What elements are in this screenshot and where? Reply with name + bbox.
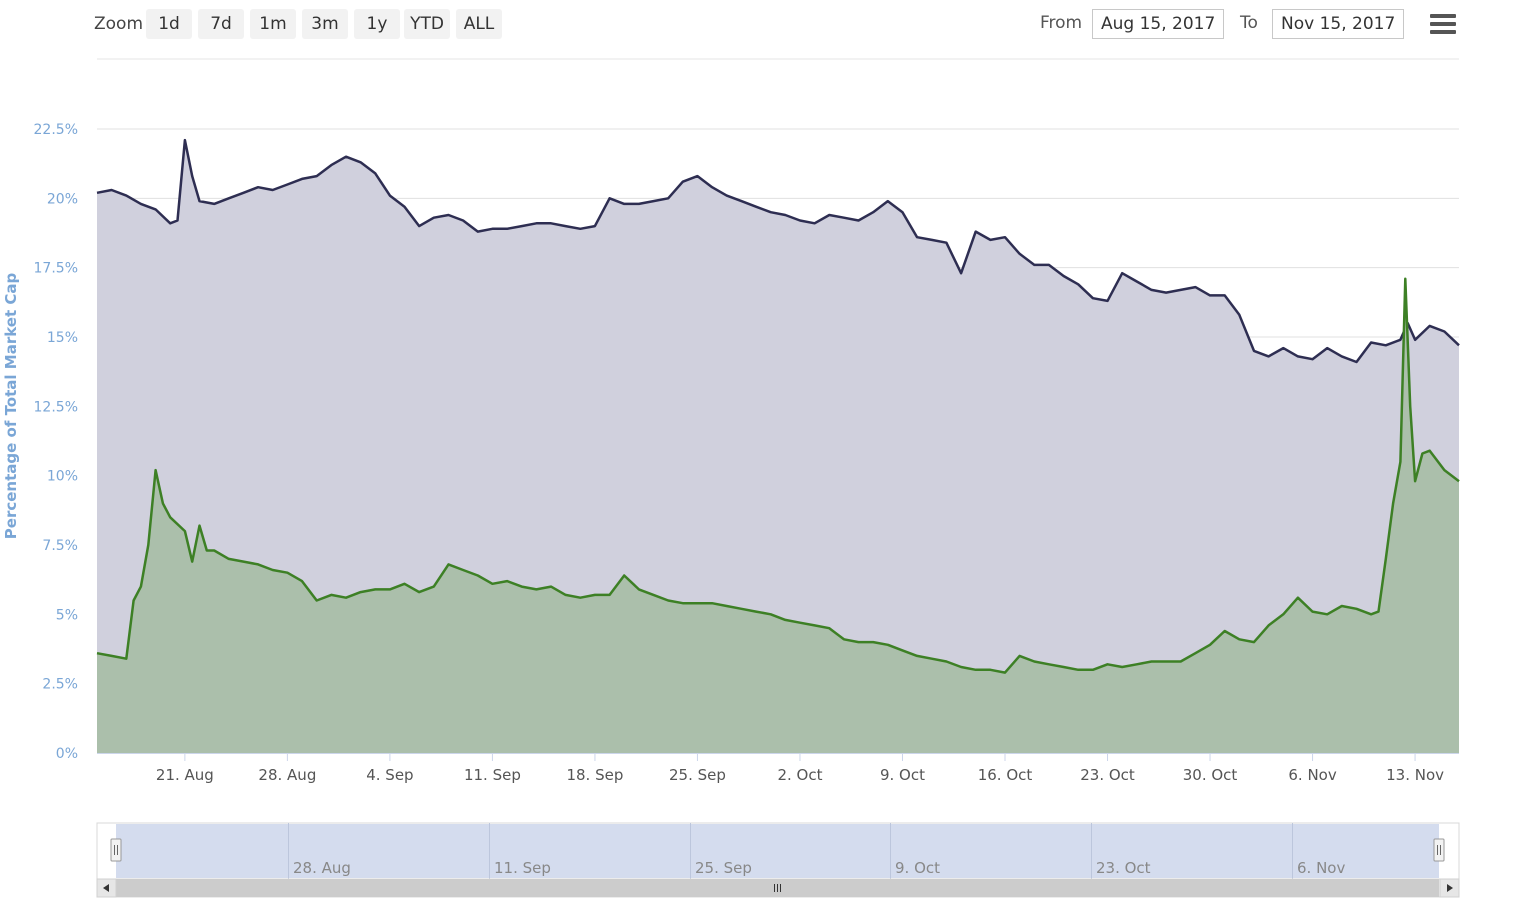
x-tick-label: 16. Oct xyxy=(978,766,1033,784)
navigator-left-handle[interactable] xyxy=(110,838,122,862)
y-axis-title: Percentage of Total Market Cap xyxy=(2,273,20,540)
menu-bar xyxy=(1430,22,1456,26)
y-tick-label: 22.5% xyxy=(34,122,78,138)
navigator-labels: 28. Aug 11. Sep 25. Sep 9. Oct 23. Oct 6. Nov xyxy=(288,823,1345,879)
x-tick-label: 21. Aug xyxy=(156,766,214,784)
y-axis-labels: 0% 2.5% 5% 7.5% 10% 12.5% 15% 17.5% 20% 22.5% xyxy=(34,122,78,762)
x-tick-label: 6. Nov xyxy=(1288,766,1336,784)
x-tick-label: 30. Oct xyxy=(1183,766,1238,784)
range-selector-toolbar: Zoom 1d 7d 1m 3m 1y YTD ALL From To xyxy=(0,0,1536,50)
zoom-1d-button[interactable]: 1d xyxy=(146,9,192,39)
y-tick-label: 0% xyxy=(56,746,78,762)
navigator-label: 28. Aug xyxy=(293,859,351,877)
y-tick-label: 5% xyxy=(56,607,78,623)
navigator-label: 11. Sep xyxy=(494,859,551,877)
grip-icon[interactable] xyxy=(774,884,781,892)
x-tick-label: 25. Sep xyxy=(669,766,726,784)
y-tick-label: 7.5% xyxy=(42,538,78,554)
x-tick-label: 18. Sep xyxy=(566,766,623,784)
grip-handle-icon[interactable] xyxy=(110,838,122,862)
navigator-right-handle[interactable] xyxy=(1433,838,1445,862)
to-date-input[interactable] xyxy=(1272,9,1404,39)
zoom-1y-button[interactable]: 1y xyxy=(354,9,400,39)
zoom-1m-button[interactable]: 1m xyxy=(250,9,296,39)
series-areas xyxy=(96,138,1460,754)
y-tick-label: 20% xyxy=(47,191,78,207)
navigator-selected-range[interactable] xyxy=(116,824,1439,878)
hamburger-menu-icon[interactable] xyxy=(1430,14,1456,36)
y-tick-label: 15% xyxy=(47,330,78,346)
arrow-left-icon[interactable] xyxy=(103,884,109,892)
x-tick-label: 9. Oct xyxy=(880,766,925,784)
x-tick-label: 4. Sep xyxy=(366,766,413,784)
zoom-3m-button[interactable]: 3m xyxy=(302,9,348,39)
menu-bar xyxy=(1430,14,1456,18)
zoom-label: Zoom xyxy=(94,14,144,34)
menu-bar xyxy=(1430,30,1456,34)
zoom-7d-button[interactable]: 7d xyxy=(198,9,244,39)
from-label: From xyxy=(1040,13,1083,33)
y-tick-label: 17.5% xyxy=(34,261,78,277)
y-tick-label: 12.5% xyxy=(34,399,78,415)
x-tick-label: 28. Aug xyxy=(258,766,316,784)
x-tick-label: 2. Oct xyxy=(777,766,822,784)
navigator-label: 9. Oct xyxy=(895,859,940,877)
scrollbar[interactable] xyxy=(96,878,1460,898)
navigator[interactable]: 28. Aug 11. Sep 25. Sep 9. Oct 23. Oct 6. Nov xyxy=(96,822,1460,880)
x-axis: 21. Aug 28. Aug 4. Sep 11. Sep 18. Sep 25. Se… xyxy=(97,753,1459,784)
navigator-label: 25. Sep xyxy=(695,859,752,877)
series-line xyxy=(96,277,1460,674)
x-tick-label: 11. Sep xyxy=(464,766,521,784)
series-line xyxy=(96,138,1460,364)
x-tick-label: 13. Nov xyxy=(1386,766,1444,784)
zoom-ytd-button[interactable]: YTD xyxy=(404,9,450,39)
from-date-input[interactable] xyxy=(1092,9,1224,39)
series-area xyxy=(97,278,1459,753)
navigator-label: 23. Oct xyxy=(1096,859,1151,877)
zoom-all-button[interactable]: ALL xyxy=(456,9,502,39)
grip-handle-icon[interactable] xyxy=(1433,838,1445,862)
y-tick-label: 10% xyxy=(47,469,78,485)
x-tick-label: 23. Oct xyxy=(1080,766,1135,784)
to-label: To xyxy=(1240,13,1258,33)
arrow-right-icon[interactable] xyxy=(1447,884,1453,892)
y-tick-label: 2.5% xyxy=(42,677,78,693)
navigator-label: 6. Nov xyxy=(1297,859,1345,877)
